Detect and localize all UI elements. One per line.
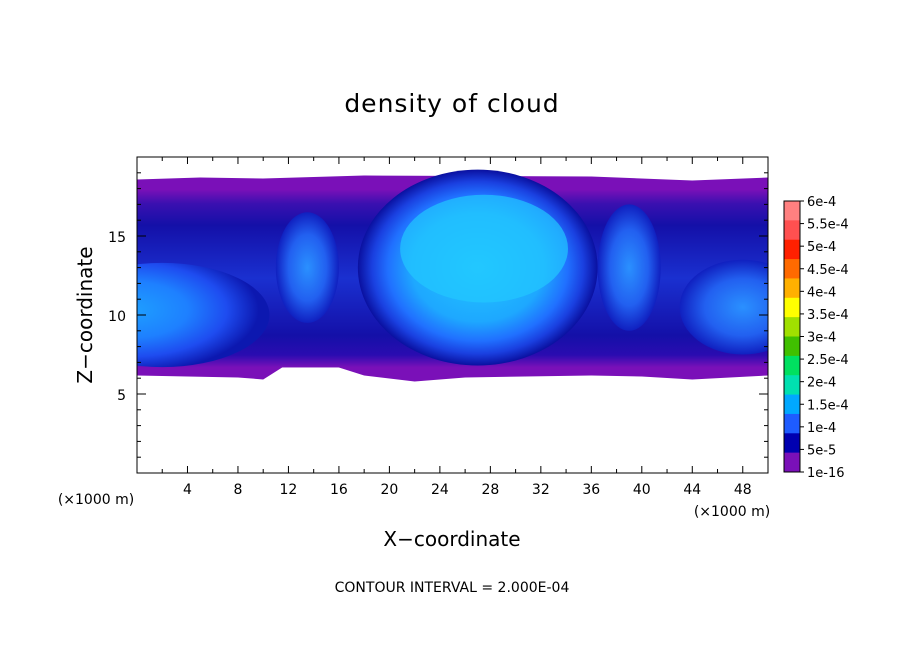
colorbar-label: 2.5e-4 <box>807 353 849 368</box>
y-unit-label: (×1000 m) <box>58 492 134 508</box>
y-tick-label: 15 <box>108 230 126 246</box>
colorbar-swatch <box>784 336 800 357</box>
colorbar-swatch <box>784 452 800 473</box>
colorbar-label: 6e-4 <box>807 195 836 210</box>
x-tick-label: 32 <box>532 482 550 498</box>
colorbar-swatch <box>784 317 800 337</box>
x-tick-label: 48 <box>734 482 752 498</box>
colorbar-swatch <box>784 355 800 376</box>
x-tick-label: 40 <box>633 482 651 498</box>
colorbar-swatch <box>784 394 800 415</box>
colorbar: 6e-4 5.5e-4 5e-4 4.5e-4 4e-4 3.5e-4 3e-4 2.5e-4… <box>783 195 849 481</box>
colorbar-swatch <box>784 259 800 279</box>
x-tick-label: 16 <box>330 482 348 498</box>
colorbar-label: 5e-4 <box>807 240 836 255</box>
cloud-field <box>137 169 768 382</box>
y-axis-label: Z−coordinate <box>73 246 97 383</box>
colorbar-label: 1.5e-4 <box>807 398 849 413</box>
y-tick-label: 5 <box>117 388 126 404</box>
colorbar-label: 1e-4 <box>807 421 836 436</box>
colorbar-label: 3.5e-4 <box>807 308 849 323</box>
contour-interval-note: CONTOUR INTERVAL = 2.000E-04 <box>335 580 570 596</box>
x-tick-label: 36 <box>582 482 600 498</box>
x-tick-label: 28 <box>481 482 499 498</box>
colorbar-label: 2e-4 <box>807 376 836 391</box>
y-axis-ticks: 5 10 15 <box>108 172 768 458</box>
colorbar-label: 4.5e-4 <box>807 263 849 278</box>
y-tick-label: 10 <box>108 309 126 325</box>
x-axis-label: X−coordinate <box>383 527 520 551</box>
colorbar-swatch <box>784 239 800 260</box>
x-tick-label: 20 <box>380 482 398 498</box>
colorbar-swatch <box>784 297 800 318</box>
chart-title: density of cloud <box>344 89 559 118</box>
colorbar-label: 1e-16 <box>807 466 845 481</box>
x-tick-label: 24 <box>431 482 449 498</box>
colorbar-label: 5.5e-4 <box>807 218 849 233</box>
x-tick-label: 12 <box>280 482 298 498</box>
cloud-plume-14 <box>275 212 339 323</box>
cloud-central-highlight <box>400 194 568 303</box>
colorbar-label: 5e-5 <box>807 443 836 458</box>
cloud-plume-38 <box>597 204 661 331</box>
colorbar-swatch <box>784 278 800 299</box>
x-tick-label: 44 <box>683 482 701 498</box>
colorbar-swatch <box>784 413 800 434</box>
colorbar-swatch <box>784 220 800 241</box>
x-axis-ticks: 4 8 12 16 20 24 28 32 36 40 44 48 <box>161 157 752 498</box>
x-unit-label: (×1000 m) <box>694 504 770 520</box>
x-tick-label: 8 <box>233 482 242 498</box>
cloud-right-cell <box>679 259 768 355</box>
x-tick-label: 4 <box>183 482 192 498</box>
colorbar-swatch <box>784 201 800 221</box>
colorbar-label: 4e-4 <box>807 285 836 300</box>
colorbar-label: 3e-4 <box>807 331 836 346</box>
colorbar-swatch <box>784 375 800 396</box>
colorbar-swatch <box>784 433 800 454</box>
cloud-left-cell <box>137 262 270 368</box>
